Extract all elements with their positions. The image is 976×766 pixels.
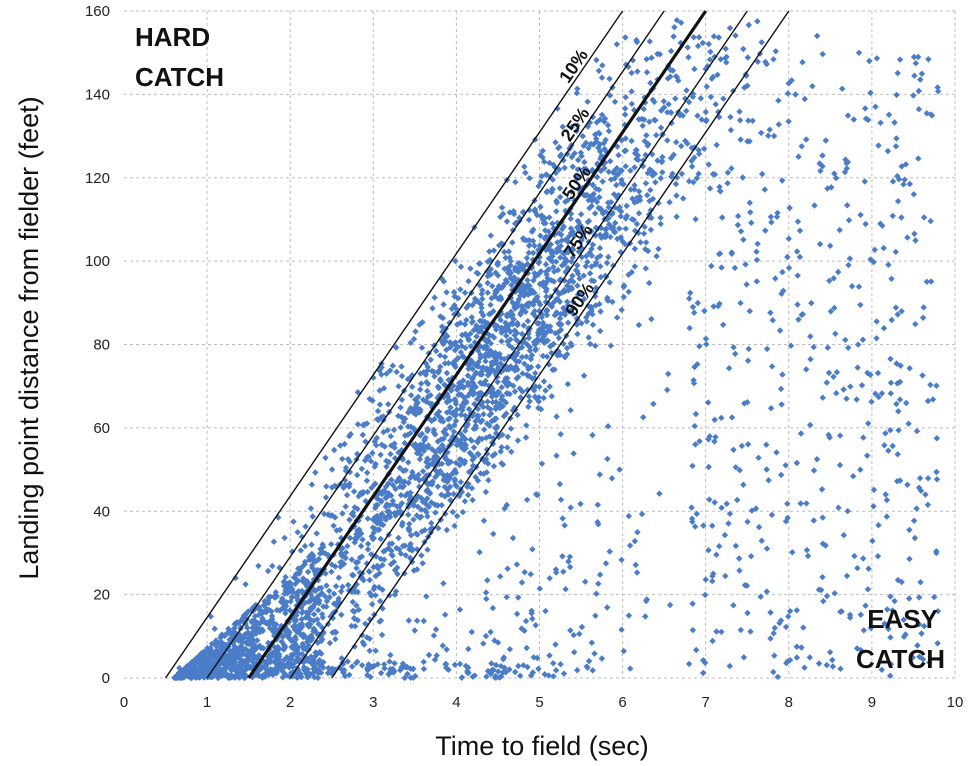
percentile-line-90 — [331, 10, 790, 679]
x-tick-label: 8 — [785, 694, 793, 711]
y-tick-label: 120 — [85, 170, 110, 187]
x-tick-label: 3 — [369, 694, 377, 711]
y-tick-label: 40 — [93, 503, 110, 520]
x-tick-label: 1 — [203, 694, 211, 711]
hard-catch-label-line1: HARD — [135, 22, 210, 52]
percentile-line-75 — [289, 10, 748, 679]
percentile-lines — [164, 10, 790, 679]
easy-catch-label-line1: EASY — [867, 604, 938, 634]
x-tick-label: 10 — [947, 694, 964, 711]
percentile-line-50 — [247, 10, 708, 679]
data-points — [171, 17, 942, 682]
x-tick-label: 5 — [535, 694, 543, 711]
hard-catch-label-line2: CATCH — [135, 62, 224, 92]
grid — [124, 10, 956, 679]
y-tick-label: 160 — [85, 3, 110, 20]
x-axis-title: Time to field (sec) — [435, 731, 649, 761]
percentile-line-25 — [206, 10, 665, 679]
y-tick-label: 20 — [93, 587, 110, 604]
x-tick-label: 9 — [868, 694, 876, 711]
x-tick-label: 6 — [618, 694, 626, 711]
easy-catch-label-line2: CATCH — [856, 644, 945, 674]
y-axis-title: Landing point distance from fielder (fee… — [14, 96, 44, 579]
x-tick-label: 7 — [702, 694, 710, 711]
y-tick-label: 0 — [102, 670, 110, 687]
y-tick-label: 140 — [85, 86, 110, 103]
y-tick-label: 60 — [93, 420, 110, 437]
percentile-label-10: 10% — [555, 45, 592, 86]
y-tick-label: 80 — [93, 337, 110, 354]
x-tick-label: 0 — [120, 694, 128, 711]
x-tick-label: 2 — [286, 694, 294, 711]
scatter-points — [171, 17, 942, 682]
x-tick-label: 4 — [452, 694, 460, 711]
y-tick-label: 100 — [85, 253, 110, 270]
percentile-line-10 — [164, 10, 624, 679]
